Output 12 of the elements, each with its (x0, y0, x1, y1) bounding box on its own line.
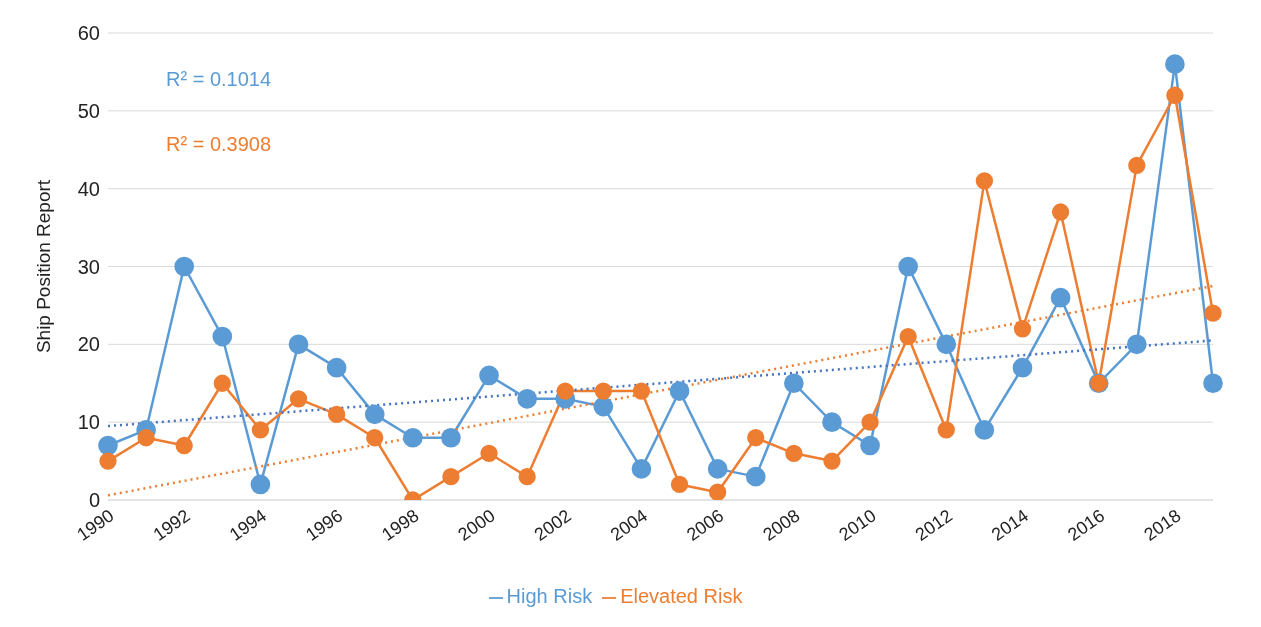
y-tick-label: 10 (77, 411, 100, 434)
y-tick-label: 40 (77, 177, 100, 200)
legend-label: Elevated Risk (620, 585, 743, 607)
y-tick-label: 60 (77, 22, 100, 45)
legend-label: High Risk (506, 585, 593, 607)
y-tick-label: 20 (77, 333, 100, 356)
r-squared-note: R² = 0.1014 (166, 68, 272, 91)
y-axis-title: Ship Position Report (32, 179, 54, 354)
y-tick-label: 30 (77, 255, 100, 278)
y-tick-label: 50 (77, 99, 100, 122)
r-squared-note: R² = 0.3908 (166, 133, 272, 156)
y-tick-label: 0 (88, 489, 100, 512)
